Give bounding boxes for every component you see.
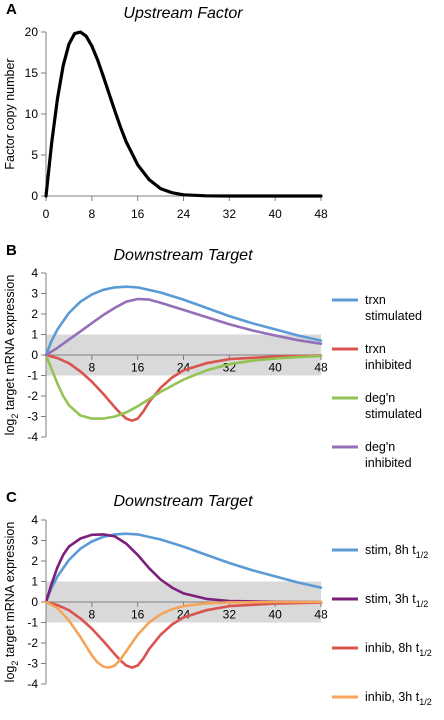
chart-title: Downstream Target (113, 247, 253, 264)
y-tick-label: -3 (27, 410, 38, 424)
x-tick-label: 40 (268, 361, 282, 375)
legend-label: stim, 3h t1/2 (365, 592, 428, 609)
y-axis-label: log2 target mRNA expression (3, 275, 20, 436)
y-tick-label: 4 (31, 266, 38, 280)
y-tick-label: -1 (27, 369, 38, 383)
panel-label: B (6, 242, 17, 259)
legend-label: trxn (365, 342, 386, 356)
y-tick-label: 2 (31, 554, 38, 568)
y-tick-label: 4 (31, 513, 38, 527)
x-tick-label: 32 (223, 207, 237, 221)
y-tick-label: 0 (31, 595, 38, 609)
y-tick-label: -4 (27, 430, 38, 444)
chart-title: Downstream Target (113, 493, 253, 510)
x-tick-label: 40 (268, 608, 282, 622)
series-line-2 (44, 533, 323, 604)
panel-label: C (6, 489, 17, 506)
y-tick-label: -4 (27, 677, 38, 691)
x-tick-label: 0 (43, 207, 50, 221)
chart-panel-a: A Upstream Factor 0 5 10 15 20 0 8 16 24 32 40 48 Fact… (3, 1, 328, 221)
y-tick-label: 0 (31, 348, 38, 362)
legend-label: trxn (365, 293, 386, 307)
x-tick-label: 40 (268, 207, 282, 221)
legend-label: deg'n (365, 440, 395, 454)
y-tick-label: 1 (31, 575, 38, 589)
y-tick-label: -1 (27, 616, 38, 630)
y-tick-label: 3 (31, 534, 38, 548)
y-tick-label: 20 (25, 25, 39, 39)
series-line-3 (44, 600, 323, 669)
legend-label: stimulated (365, 309, 422, 323)
x-tick-label: 24 (177, 207, 191, 221)
x-tick-label: 16 (131, 608, 145, 622)
series-line-1 (44, 285, 323, 357)
x-tick-label: 8 (88, 608, 95, 622)
x-tick-label: 8 (88, 207, 95, 221)
series-line-4 (44, 297, 323, 357)
chart-title: Upstream Factor (123, 5, 243, 22)
y-tick-label: 2 (31, 307, 38, 321)
y-tick-label: -3 (27, 657, 38, 671)
y-axis-label: log2 target mRNA expression (3, 522, 20, 683)
legend-label: stim, 8h t1/2 (365, 543, 428, 560)
y-tick-label: -2 (27, 636, 38, 650)
series-line-1 (44, 532, 323, 604)
legend-label: deg'n (365, 391, 395, 405)
y-tick-label: 5 (31, 148, 38, 162)
y-tick-label: -2 (27, 389, 38, 403)
series-line-4 (44, 600, 323, 669)
series-line-3 (44, 353, 323, 420)
x-tick-label: 48 (314, 207, 328, 221)
y-tick-label: 1 (31, 328, 38, 342)
legend-label: inhibited (365, 456, 412, 470)
y-tick-label: 0 (31, 189, 38, 203)
y-tick-label: 3 (31, 287, 38, 301)
legend-label: inhib, 3h t1/2 (365, 690, 432, 707)
x-tick-label: 48 (314, 608, 328, 622)
x-tick-label: 32 (223, 608, 237, 622)
x-tick-label: 8 (88, 361, 95, 375)
y-tick-label: 10 (25, 107, 39, 121)
y-axis-label: Factor copy number (3, 58, 17, 169)
series-line-2 (44, 353, 323, 422)
panel-label: A (6, 1, 17, 18)
legend-label: inhib, 8h t1/2 (365, 641, 432, 658)
legend-label: inhibited (365, 358, 412, 372)
y-tick-label: 15 (25, 66, 39, 80)
x-tick-label: 16 (131, 207, 145, 221)
x-tick-label: 16 (131, 361, 145, 375)
series-line-1 (44, 30, 323, 198)
x-tick-label: 48 (314, 361, 328, 375)
legend-label: stimulated (365, 407, 422, 421)
